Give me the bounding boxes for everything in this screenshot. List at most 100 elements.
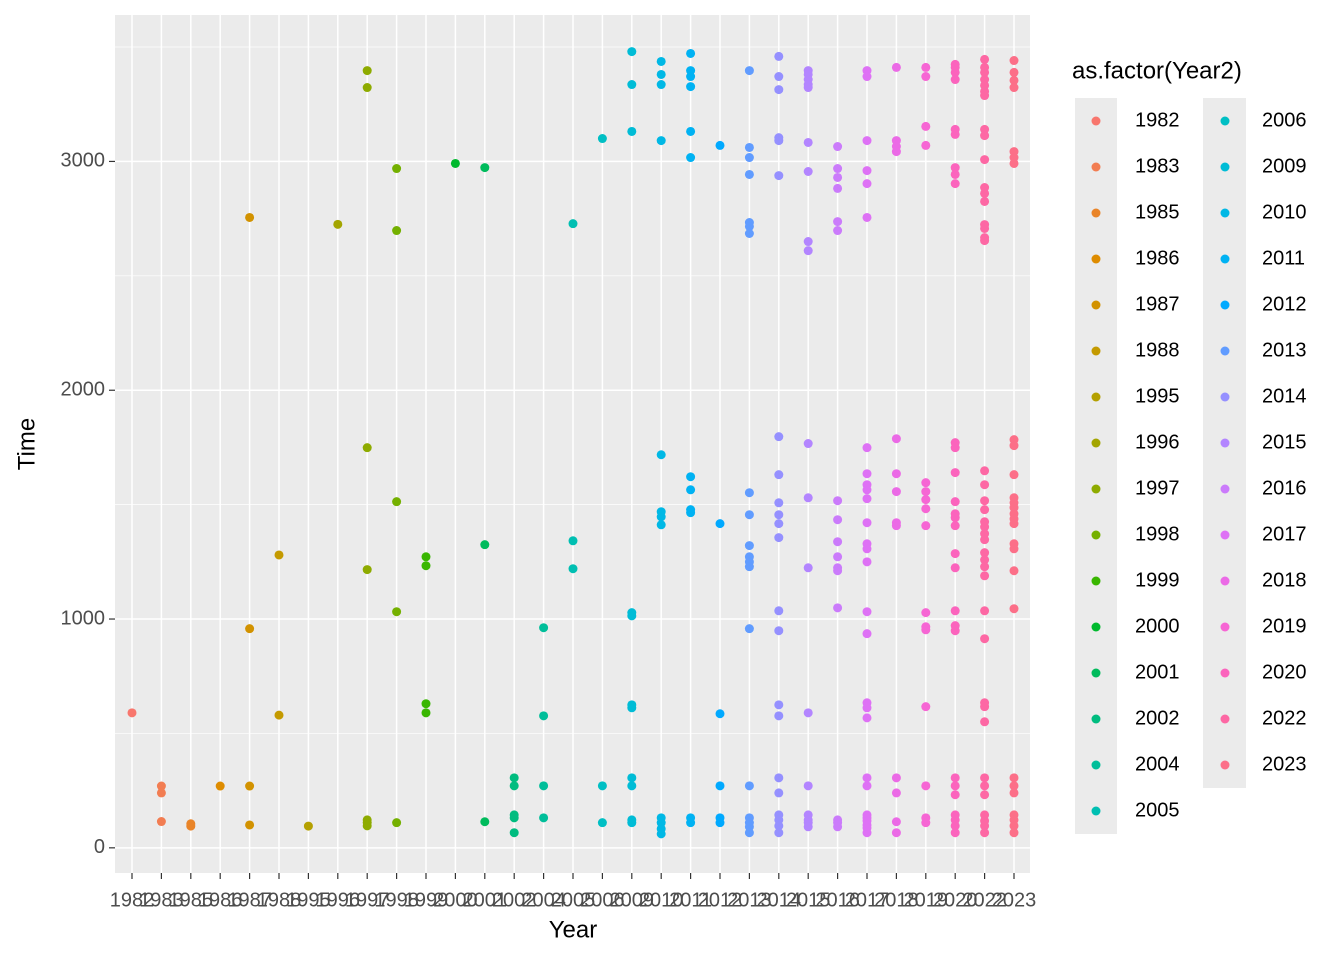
point [686,485,696,495]
point [656,450,666,460]
point [715,781,725,791]
point [833,164,843,174]
point [744,142,754,152]
point [980,781,990,791]
point [1009,781,1019,791]
point [862,557,872,567]
point [480,540,490,550]
point [803,439,813,449]
point [921,781,931,791]
legend-label: 2014 [1262,385,1307,407]
point [921,72,931,82]
point [921,504,931,514]
point [744,66,754,76]
legend-label: 2001 [1135,661,1180,683]
point [656,512,666,522]
legend-marker [1220,116,1230,126]
point [950,75,960,85]
legend-label: 2015 [1262,431,1307,453]
legend-marker [1220,530,1230,540]
legend-marker [1220,208,1230,218]
point [744,828,754,838]
point [950,606,960,616]
y-tick-label: 0 [94,836,105,858]
point [627,703,637,713]
point [891,828,901,838]
x-tick-label: 1999 [404,889,449,911]
point [744,510,754,520]
point [980,496,990,506]
point [980,505,990,515]
point [1009,441,1019,451]
x-tick-label: 1982 [110,889,155,911]
point [1009,83,1019,93]
legend-marker [1091,622,1101,632]
point [774,85,784,95]
point [862,713,872,723]
legend-label: 2023 [1262,753,1307,775]
point [421,699,431,709]
point [980,548,990,558]
point [891,147,901,157]
point [980,155,990,165]
point [862,773,872,783]
point [980,480,990,490]
legend-marker [1091,300,1101,310]
point [539,813,549,823]
point [921,495,931,505]
point [245,781,255,791]
y-tick-label: 3000 [61,150,106,172]
legend-marker [1220,576,1230,586]
legend-label: 1985 [1135,201,1180,223]
point [862,494,872,504]
point [891,773,901,783]
point [921,521,931,531]
legend-marker [1091,576,1101,586]
legend-label: 2009 [1262,155,1307,177]
point [803,137,813,147]
x-tick-label: 1983 [139,889,184,911]
point [744,541,754,551]
point [921,140,931,150]
point [862,179,872,189]
legend-marker [1091,346,1101,356]
point [862,212,872,222]
x-tick-label: 2011 [669,889,712,911]
point [1009,773,1019,783]
legend-marker [1091,438,1101,448]
point [362,83,372,93]
x-tick-label: 2016 [815,889,860,911]
legend-label: 1998 [1135,523,1180,545]
point [980,555,990,565]
point [803,563,813,573]
point [333,219,343,229]
legend-marker [1220,760,1230,770]
point [950,781,960,791]
legend-marker [1091,392,1101,402]
point [921,818,931,828]
point [509,813,519,823]
x-tick-label: 2019 [904,889,949,911]
point [774,821,784,831]
point [980,124,990,134]
x-tick-label: 2012 [698,889,743,911]
legend-marker [1091,530,1101,540]
point [362,565,372,575]
point [774,171,784,181]
point [627,818,637,828]
point [1009,503,1019,513]
point [862,136,872,146]
legend-marker [1220,162,1230,172]
point [950,129,960,139]
point [950,790,960,800]
legend-label: 2005 [1135,799,1180,821]
x-tick-label: 2013 [727,889,772,911]
x-axis-title: Year [549,916,598,943]
point [509,773,519,783]
point [774,432,784,442]
point [950,67,960,77]
point [127,708,137,718]
legend-label: 2016 [1262,477,1307,499]
point [921,62,931,72]
point [950,821,960,831]
